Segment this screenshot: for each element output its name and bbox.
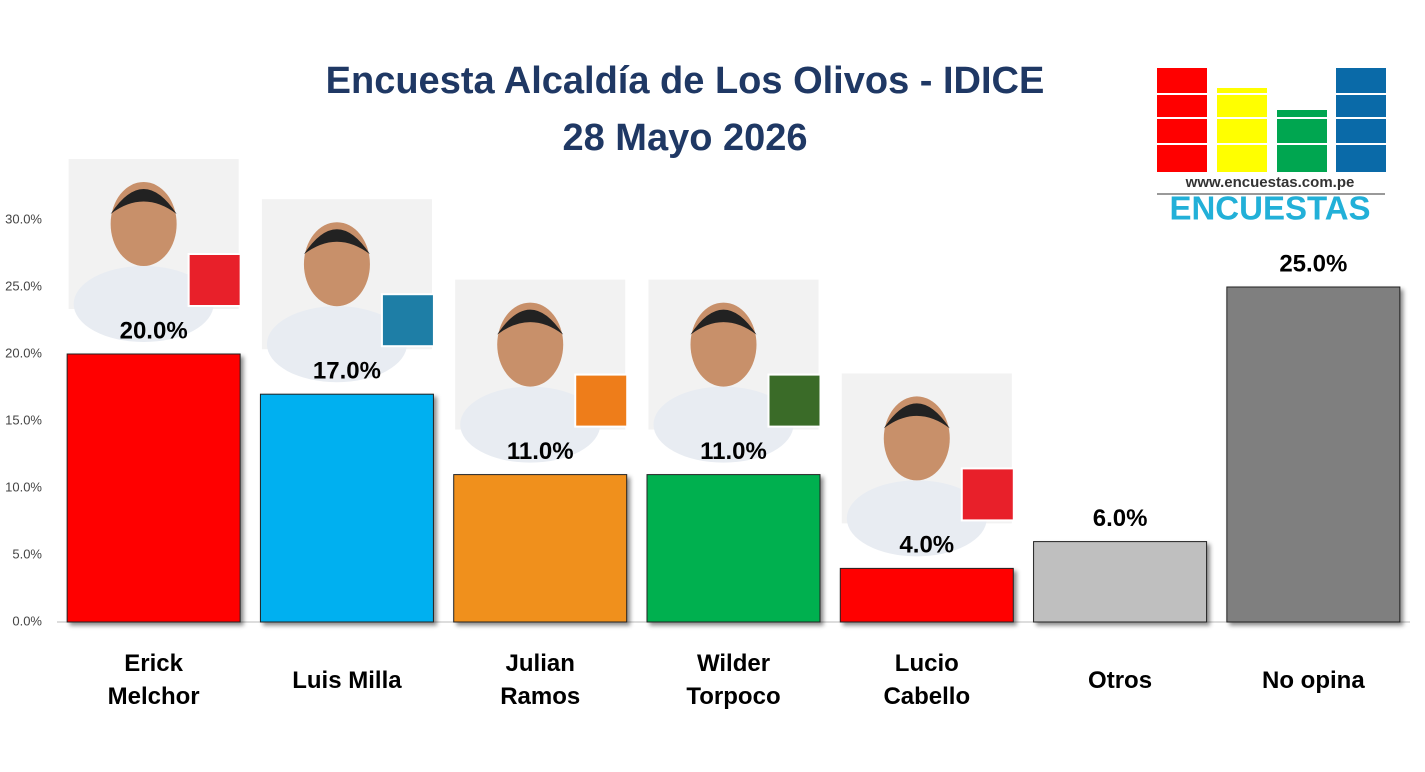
x-tick-label: Lucio Cabello [883, 650, 971, 710]
photo-hair [110, 189, 177, 214]
bar [1226, 286, 1401, 623]
value-label: 6.0% [1093, 505, 1148, 532]
x-tick-label: Julian Ramos [500, 650, 581, 710]
photo-hair [303, 229, 370, 255]
bar [259, 393, 434, 623]
value-label: 4.0% [899, 532, 954, 559]
bar [646, 474, 821, 623]
chart-title: Encuesta Alcaldía de Los Olivos - IDICE [326, 60, 1045, 102]
party-logo [767, 373, 822, 428]
y-tick-label: 5.0% [12, 546, 42, 561]
x-tick-label: Otros [1088, 666, 1153, 694]
chart-subtitle: 28 Mayo 2026 [562, 117, 807, 159]
logo-block [1336, 68, 1386, 172]
x-tick-label: No opina [1262, 666, 1365, 694]
photo-body [73, 266, 214, 342]
photo-body [266, 306, 407, 383]
y-tick-label: 15.0% [5, 412, 42, 427]
logo-block [1277, 110, 1327, 172]
logo-name: ENCUESTAS [1169, 190, 1370, 227]
party-logo [380, 293, 435, 348]
photo-hair [690, 309, 757, 335]
value-label: 11.0% [507, 438, 574, 465]
photo-hair [883, 403, 950, 429]
y-tick-label: 25.0% [5, 278, 42, 293]
logo: www.encuestas.com.pe ENCUESTAS [1155, 68, 1388, 227]
y-tick-label: 20.0% [5, 345, 42, 360]
value-label: 17.0% [313, 358, 381, 385]
y-tick-label: 30.0% [5, 211, 42, 226]
party-logo [187, 253, 242, 307]
y-tick-label: 0.0% [12, 613, 42, 628]
photo-body [460, 386, 601, 463]
photo-body [653, 386, 794, 463]
bar [453, 474, 628, 623]
x-tick-label: Luis Milla [292, 666, 402, 694]
value-label: 20.0% [120, 317, 188, 344]
logo-block [1217, 88, 1267, 172]
bar [66, 353, 241, 623]
logo-stripes [1155, 93, 1388, 145]
candidate-photos [68, 159, 1015, 557]
value-label: 25.0% [1279, 250, 1347, 277]
photo-hair [497, 309, 564, 335]
party-logo [574, 373, 629, 428]
bar [1033, 541, 1208, 623]
logo-block [1157, 68, 1207, 172]
value-label: 11.0% [700, 438, 767, 465]
party-logo [960, 467, 1015, 522]
x-tick-label: Wilder Torpoco [686, 650, 781, 710]
photo-body [846, 480, 987, 557]
x-tick-label: Erick Melchor [107, 650, 200, 710]
logo-url: www.encuestas.com.pe [1185, 174, 1355, 191]
bar [839, 567, 1014, 623]
y-tick-label: 10.0% [5, 479, 42, 494]
